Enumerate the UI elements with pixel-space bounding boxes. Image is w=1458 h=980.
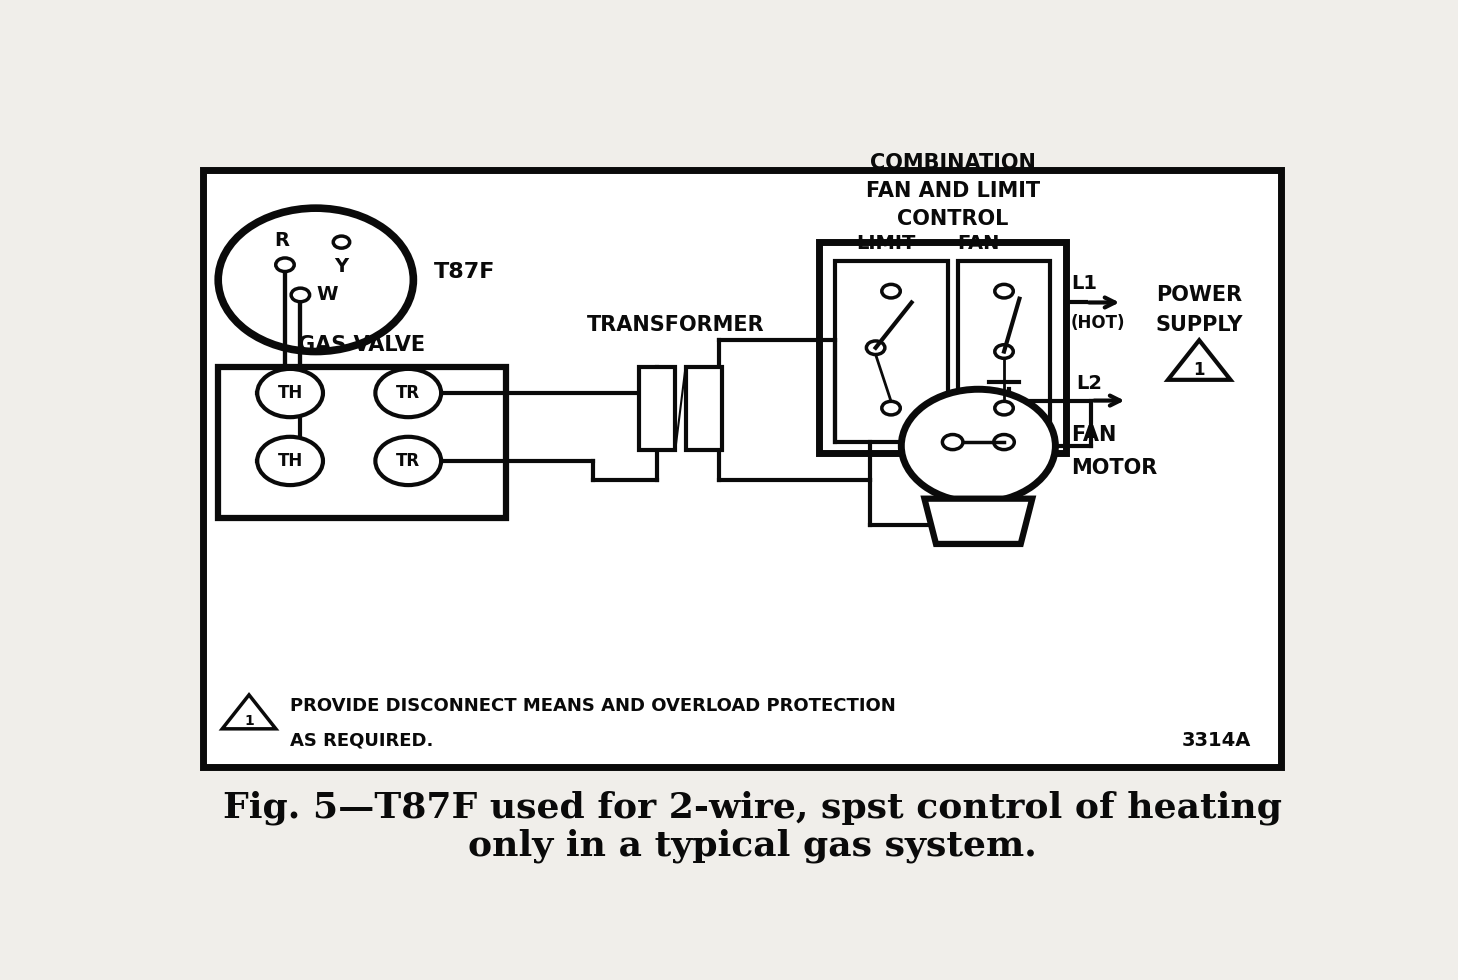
Text: GAS VALVE: GAS VALVE — [299, 335, 426, 356]
Polygon shape — [222, 695, 276, 729]
Circle shape — [866, 341, 885, 355]
Bar — [834, 261, 948, 442]
Circle shape — [276, 258, 295, 271]
Circle shape — [219, 208, 414, 352]
Bar — [819, 242, 1066, 454]
Bar — [958, 261, 1050, 442]
Text: FAN AND LIMIT: FAN AND LIMIT — [866, 180, 1040, 201]
Text: (HOT): (HOT) — [1070, 314, 1126, 332]
Circle shape — [334, 236, 350, 248]
Circle shape — [901, 389, 1056, 503]
Circle shape — [994, 345, 1013, 359]
Bar — [203, 171, 1282, 766]
Text: TR: TR — [397, 452, 420, 470]
Circle shape — [375, 437, 442, 485]
Text: MOTOR: MOTOR — [1070, 459, 1158, 478]
Bar — [685, 367, 722, 450]
Circle shape — [257, 368, 324, 417]
Text: only in a typical gas system.: only in a typical gas system. — [468, 828, 1037, 863]
Circle shape — [882, 402, 900, 415]
Polygon shape — [924, 499, 1032, 544]
Circle shape — [994, 434, 1015, 450]
Circle shape — [994, 284, 1013, 298]
Text: TR: TR — [397, 384, 420, 402]
Text: T87F: T87F — [434, 263, 496, 282]
Text: FAN: FAN — [1070, 424, 1117, 445]
Text: R: R — [274, 230, 289, 250]
Text: PROVIDE DISCONNECT MEANS AND OVERLOAD PROTECTION: PROVIDE DISCONNECT MEANS AND OVERLOAD PR… — [290, 697, 895, 715]
Circle shape — [882, 284, 900, 298]
Circle shape — [375, 368, 442, 417]
Text: TH: TH — [277, 384, 303, 402]
Polygon shape — [1168, 340, 1231, 380]
Text: 3314A: 3314A — [1181, 731, 1251, 750]
Bar — [640, 367, 675, 450]
Text: CONTROL: CONTROL — [897, 209, 1009, 228]
Text: 1: 1 — [1194, 362, 1204, 379]
Circle shape — [257, 437, 324, 485]
Bar — [203, 171, 1282, 766]
Text: LIMIT: LIMIT — [856, 234, 916, 254]
Text: POWER: POWER — [1156, 285, 1242, 305]
Text: COMBINATION: COMBINATION — [870, 153, 1035, 172]
Text: FAN: FAN — [956, 234, 1000, 254]
Text: Y: Y — [334, 257, 348, 276]
Bar — [219, 367, 506, 517]
Text: 1: 1 — [243, 714, 254, 728]
Circle shape — [942, 434, 962, 450]
Circle shape — [994, 402, 1013, 415]
Text: L1: L1 — [1070, 274, 1096, 293]
Circle shape — [292, 288, 309, 302]
Text: Fig. 5—T87F used for 2-wire, spst control of heating: Fig. 5—T87F used for 2-wire, spst contro… — [223, 791, 1282, 825]
Text: SUPPLY: SUPPLY — [1155, 316, 1244, 335]
Text: W: W — [316, 285, 338, 305]
Text: L2: L2 — [1076, 374, 1102, 393]
Text: AS REQUIRED.: AS REQUIRED. — [290, 731, 433, 749]
Text: TH: TH — [277, 452, 303, 470]
Text: TRANSFORMER: TRANSFORMER — [586, 316, 764, 335]
